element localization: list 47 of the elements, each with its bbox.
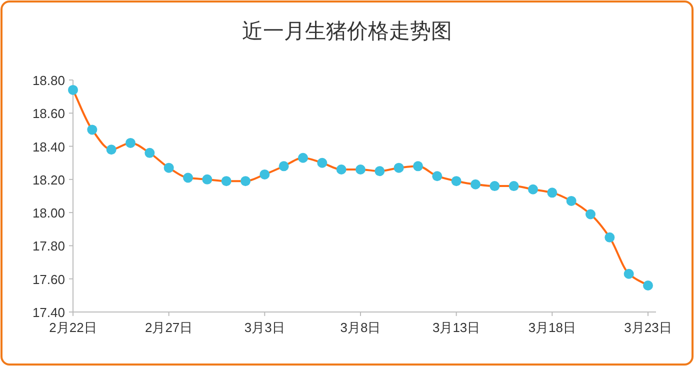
point <box>508 181 519 192</box>
point <box>278 161 289 172</box>
point <box>490 181 500 192</box>
point <box>451 176 462 186</box>
x-tick-label: 3月23日 <box>624 320 672 335</box>
point <box>298 152 308 163</box>
point <box>586 209 596 220</box>
x-tick-label: 3月8日 <box>340 320 381 335</box>
point <box>87 124 98 135</box>
point <box>336 164 346 174</box>
point <box>317 158 328 168</box>
point <box>643 280 653 290</box>
y-tick-label: 17.40 <box>32 305 65 320</box>
point <box>413 161 423 172</box>
x-tick-label: 3月3日 <box>244 320 285 335</box>
x-tick-label: 2月22日 <box>49 320 97 335</box>
point <box>374 166 385 176</box>
y-tick-label: 18.60 <box>32 106 65 122</box>
point <box>260 169 270 180</box>
x-tick-label: 2月27日 <box>144 320 193 335</box>
point <box>164 162 174 173</box>
point <box>528 184 538 194</box>
point <box>624 268 634 279</box>
x-tick-label: 3月18日 <box>528 320 576 335</box>
chart-title: 近一月生猪价格走势图 <box>242 20 452 43</box>
point <box>68 84 78 95</box>
point <box>183 172 193 183</box>
point <box>144 148 155 158</box>
x-tick-label: 3月13日 <box>432 320 480 335</box>
point <box>106 144 116 155</box>
point <box>240 176 250 186</box>
point <box>221 176 232 186</box>
y-tick-label: 18.00 <box>32 206 65 221</box>
y-tick-label: 18.40 <box>32 139 65 154</box>
point <box>394 162 404 173</box>
y-tick-label: 17.80 <box>32 238 65 254</box>
point <box>126 138 136 148</box>
point <box>356 164 366 174</box>
point <box>604 232 615 242</box>
y-tick-label: 18.20 <box>32 172 65 188</box>
point <box>566 196 576 206</box>
point <box>202 174 212 184</box>
y-tick-label: 17.60 <box>32 272 65 287</box>
point <box>547 188 558 198</box>
point <box>432 171 442 182</box>
y-tick-label: 18.80 <box>32 73 65 88</box>
point <box>470 179 480 190</box>
